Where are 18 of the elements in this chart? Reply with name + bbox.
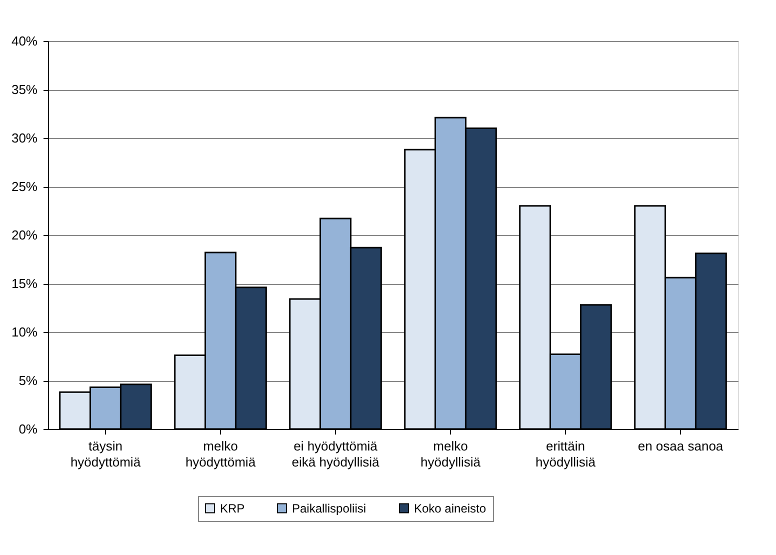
legend-label: Koko aineisto: [414, 501, 486, 516]
x-tick-label: ei hyödyttömiä eikä hyödyllisiä: [292, 438, 380, 470]
x-tick-label: en osaa sanoa: [638, 438, 724, 454]
legend-label: KRP: [220, 501, 245, 516]
y-tick-label: 25%: [11, 179, 38, 194]
y-tick-label: 10%: [11, 324, 38, 340]
y-tick-label: 35%: [11, 82, 38, 97]
y-tick-label: 5%: [18, 373, 38, 388]
x-tick-label: täysin hyödyttömiä: [70, 438, 142, 470]
legend-label: Paikallispoliisi: [292, 501, 366, 516]
y-tick-label: 20%: [11, 228, 38, 242]
y-tick-label: 40%: [11, 34, 38, 48]
x-tick-label: erittäin hyödyllisiä: [536, 438, 596, 470]
x-tick-label: melko hyödyllisiä: [420, 438, 482, 470]
y-tick-label: 0%: [18, 422, 38, 436]
y-tick-label: 15%: [11, 276, 38, 291]
y-tick-label: 30%: [11, 130, 38, 146]
x-tick-label: melko hyödyttömiä: [185, 438, 256, 470]
